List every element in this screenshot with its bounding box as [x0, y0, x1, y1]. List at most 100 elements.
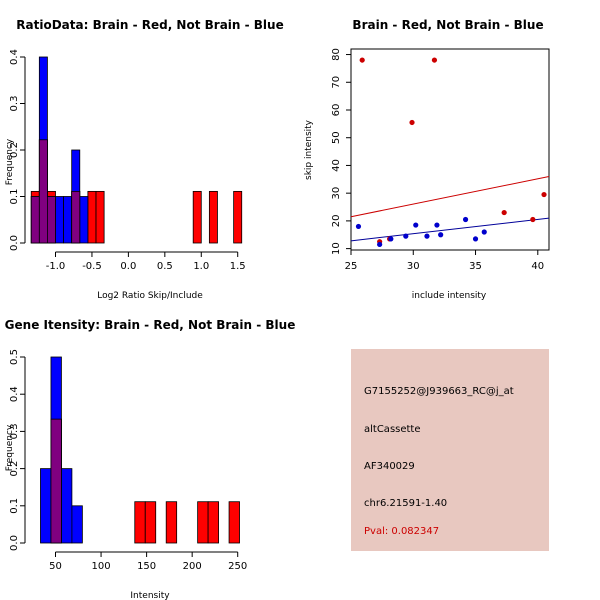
ratio-y-tick-label-1: 0.1	[9, 189, 20, 205]
not-brain-point-4	[413, 222, 419, 228]
ratio-y-tick-label-3: 0.3	[9, 96, 20, 112]
probe-id: G7155252@J939663_RC@j_at	[364, 386, 514, 397]
ratio-bar-brain-4	[87, 190, 97, 244]
scatter-y-tick-label-2: 30	[331, 187, 342, 200]
ratio-x-tick-label-4: 1.0	[193, 261, 209, 272]
ratio-histogram-panel: RatioData: Brain - Red, Not Brain - Blue…	[5, 18, 284, 301]
scatter-ylabel: skip intensity	[304, 119, 314, 180]
intensity-histogram-x-axis: 50 100 150 200 250	[49, 551, 247, 572]
intensity-histogram-xlabel: Intensity	[130, 591, 170, 600]
scatter-y-axis: 10 20 30 40 50 60 70 80	[331, 48, 351, 255]
intensity-bar-not-brain-0	[40, 468, 52, 544]
ratio-bar-brain-5	[95, 190, 105, 244]
not-brain-point-0	[355, 223, 362, 230]
intensity-x-tick-label-0: 50	[49, 561, 62, 572]
scatter-y-tick-label-4: 50	[331, 131, 342, 144]
scatter-points	[355, 57, 547, 248]
not-brain-point-2	[388, 236, 394, 242]
ratio-bar-not-brain-3	[55, 196, 65, 244]
intensity-x-tick-label-2: 150	[137, 561, 156, 572]
brain-point-3	[541, 191, 547, 198]
ratio-histogram-title: RatioData: Brain - Red, Not Brain - Blue	[16, 18, 283, 32]
scatter-x-tick-label-3: 40	[531, 261, 544, 272]
ratio-bar-brain-6	[192, 190, 202, 244]
ratio-bar-not-brain-6	[79, 196, 89, 244]
intensity-histogram-title: Gene Itensity: Brain - Red, Not Brain - …	[5, 318, 296, 332]
intensity-bar-brain-4	[197, 501, 209, 544]
ratio-histogram-bars	[30, 56, 243, 244]
intensity-y-tick-label-5: 0.5	[9, 349, 20, 365]
not-brain-point-8	[462, 216, 469, 223]
not-brain-point-1	[377, 241, 383, 248]
ratio-histogram-ylabel: Frequency	[5, 138, 15, 185]
brain-point-2	[409, 119, 415, 126]
ratio-x-tick-label-5: 1.5	[230, 261, 246, 272]
intensity-bar-brain-2	[144, 501, 157, 544]
ratio-x-tick-label-3: 0.5	[157, 261, 173, 272]
intensity-x-tick-label-3: 200	[183, 561, 202, 572]
intensity-histogram-y-axis: 0.0 0.1 0.2 0.3 0.4 0.5	[9, 349, 26, 551]
scatter-x-tick-label-0: 25	[345, 261, 358, 272]
accession: AF340029	[364, 461, 415, 472]
scatter-plot-box	[350, 48, 550, 251]
ratio-histogram-y-axis: 0.0 0.1 0.2 0.3 0.4	[9, 49, 26, 251]
brain-point-4	[501, 209, 507, 216]
scatter-xlabel: include intensity	[412, 291, 487, 301]
intensity-histogram-panel: Gene Itensity: Brain - Red, Not Brain - …	[5, 318, 296, 600]
intensity-y-tick-label-4: 0.4	[9, 386, 20, 402]
ratio-bar-overlap-2	[47, 196, 56, 244]
ratio-histogram-x-axis: -1.0 -0.5 0.0 0.5 1.0 1.5	[46, 251, 246, 272]
not-brain-point-3	[403, 233, 409, 239]
scatter-y-tick-label-0: 10	[331, 242, 342, 255]
intensity-x-tick-label-1: 100	[92, 561, 111, 572]
intensity-histogram-ylabel: Frequency	[5, 424, 15, 471]
intensity-bar-not-brain-3	[71, 505, 83, 544]
scatter-y-tick-label-7: 80	[331, 48, 342, 61]
ratio-x-tick-label-0: -1.0	[46, 261, 66, 272]
ratio-y-tick-label-4: 0.4	[9, 49, 20, 65]
intensity-histogram-bars	[40, 356, 240, 544]
intensity-y-tick-label-3: 0.3	[9, 423, 20, 439]
not-brain-point-10	[481, 229, 487, 235]
not-brain-point-6	[434, 222, 440, 228]
p-value: Pval: 0.082347	[364, 526, 440, 537]
ratio-y-tick-label-0: 0.0	[9, 235, 20, 251]
probe-info-panel: G7155252@J939663_RC@j_at altCassette AF3…	[351, 349, 549, 551]
brain-fit-line	[350, 176, 550, 218]
scatter-y-tick-label-5: 60	[331, 104, 342, 117]
ratio-bar-not-brain-4	[63, 196, 73, 244]
ratio-x-tick-label-2: 0.0	[120, 261, 136, 272]
scatter-fit-lines	[350, 176, 550, 242]
not-brain-point-7	[438, 232, 444, 238]
scatter-y-tick-label-3: 40	[331, 159, 342, 172]
brain-point-0	[359, 57, 365, 63]
ratio-bar-overlap-0	[30, 196, 40, 244]
scatter-panel: Brain - Red, Not Brain - Blue 25 30 35 40 1…	[304, 18, 550, 301]
intensity-bar-brain-1	[134, 501, 146, 544]
intensity-bar-brain-6	[228, 501, 240, 544]
event-type: altCassette	[364, 424, 421, 435]
not-brain-point-9	[472, 236, 479, 242]
ratio-y-tick-label-2: 0.2	[9, 142, 20, 158]
genomic-location: chr6.21591-1.40	[364, 498, 448, 509]
intensity-y-tick-label-2: 0.2	[9, 461, 20, 477]
intensity-bar-not-brain-2	[61, 468, 73, 544]
ratio-bar-brain-8	[233, 190, 243, 244]
intensity-x-tick-label-4: 250	[228, 561, 247, 572]
intensity-bar-overlap-0	[50, 418, 62, 544]
scatter-x-tick-label-1: 30	[407, 261, 420, 272]
ratio-bar-overlap-3	[71, 190, 81, 244]
scatter-y-tick-label-1: 20	[331, 215, 342, 228]
ratio-x-tick-label-1: -0.5	[82, 261, 102, 272]
not-brain-point-5	[424, 233, 430, 239]
scatter-x-axis: 25 30 35 40	[345, 250, 544, 272]
brain-point-1	[431, 57, 438, 63]
scatter-y-tick-label-6: 70	[331, 76, 342, 89]
not-brain-fit-line	[350, 217, 550, 242]
scatter-x-tick-label-2: 35	[469, 261, 482, 272]
intensity-y-tick-label-0: 0.0	[9, 535, 20, 551]
intensity-bar-brain-5	[207, 501, 219, 544]
intensity-y-tick-label-1: 0.1	[9, 498, 20, 514]
brain-point-5	[530, 216, 536, 223]
